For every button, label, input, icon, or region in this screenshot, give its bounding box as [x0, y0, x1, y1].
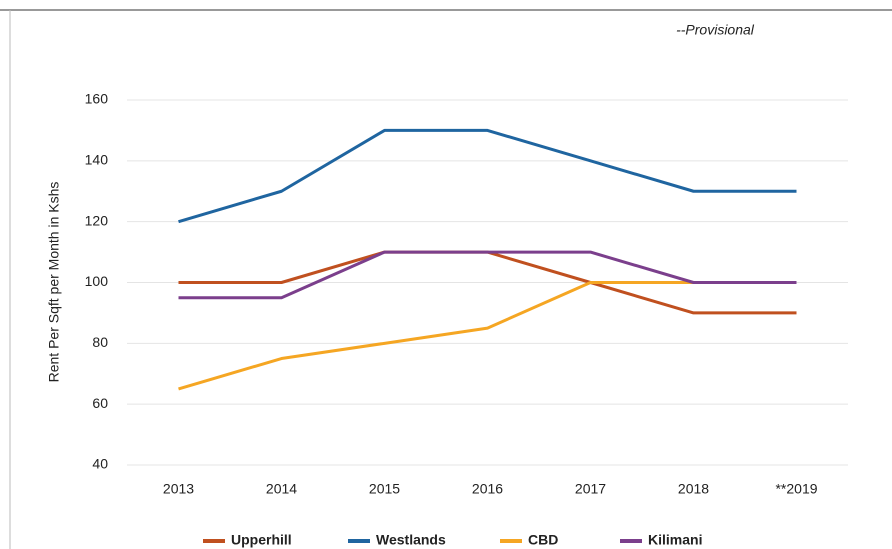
- y-axis-label: Rent Per Sqft per Month in Kshs: [46, 182, 62, 383]
- series-line: [178, 250, 797, 300]
- y-tick-label: 80: [92, 334, 108, 350]
- y-tick-label: 40: [92, 456, 108, 472]
- annotation: --Provisional: [676, 22, 755, 38]
- legend-label: Kilimani: [648, 532, 702, 548]
- x-tick-label: 2016: [472, 481, 503, 497]
- x-tick-label: 2018: [678, 481, 709, 497]
- x-tick-label: 2014: [266, 481, 297, 497]
- y-tick-label: 100: [85, 273, 109, 289]
- legend-label: CBD: [528, 532, 558, 548]
- x-tick-label: 2015: [369, 481, 400, 497]
- series-line: [178, 128, 797, 224]
- x-tick-label: 2013: [163, 481, 194, 497]
- x-tick-label: **2019: [775, 481, 817, 497]
- y-tick-label: 140: [85, 152, 109, 168]
- y-tick-label: 160: [85, 91, 109, 107]
- y-tick-label: 120: [85, 212, 109, 228]
- x-tick-label: 2017: [575, 481, 606, 497]
- legend-label: Westlands: [376, 532, 446, 548]
- y-tick-label: 60: [92, 395, 108, 411]
- legend-label: Upperhill: [231, 532, 292, 548]
